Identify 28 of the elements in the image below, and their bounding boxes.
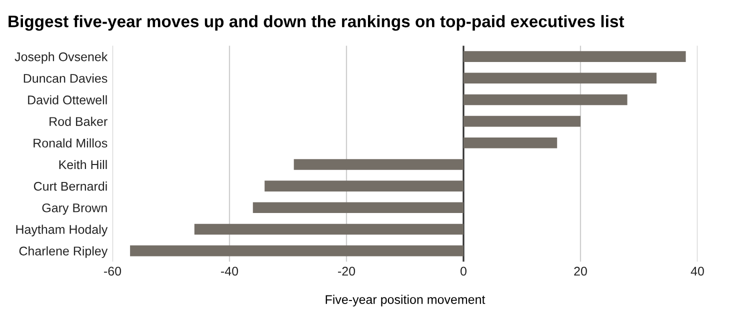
x-tick-label: 20: [574, 266, 587, 276]
y-tick-label: Rod Baker: [50, 116, 108, 126]
bar: [464, 51, 686, 62]
y-tick-label: Gary Brown: [42, 203, 107, 215]
x-axis-title: Five-year position movement: [326, 294, 486, 306]
bar: [464, 72, 657, 84]
y-tick-label: Haytham Hodaly: [16, 224, 108, 236]
bar: [264, 180, 464, 192]
bar: [252, 202, 464, 214]
y-tick-label: Charlene Ripley: [19, 246, 108, 258]
bar: [464, 116, 580, 127]
y-tick-label: Curt Bernardi: [34, 182, 107, 191]
bar: [294, 159, 464, 170]
bar: [130, 245, 464, 256]
bar: [464, 138, 558, 148]
x-tick-label: -60: [104, 266, 122, 276]
y-tick-label: Keith Hill: [59, 160, 107, 170]
bar: [464, 94, 628, 106]
x-tick-label: 40: [690, 266, 704, 276]
x-tick-label: -20: [338, 266, 356, 276]
x-tick-label: 0: [460, 266, 466, 276]
y-tick-label: Duncan Davies: [24, 74, 108, 83]
y-tick-label: Ronald Millos: [34, 138, 108, 148]
y-tick-label: Joseph Ovsenek: [14, 52, 108, 64]
chart-title: Biggest five-year moves up and down the rankings on top-paid executives list: [8, 15, 624, 31]
x-tick-label: -40: [221, 266, 238, 276]
bar: [194, 224, 464, 235]
y-tick-label: David Ottewell: [28, 95, 107, 104]
